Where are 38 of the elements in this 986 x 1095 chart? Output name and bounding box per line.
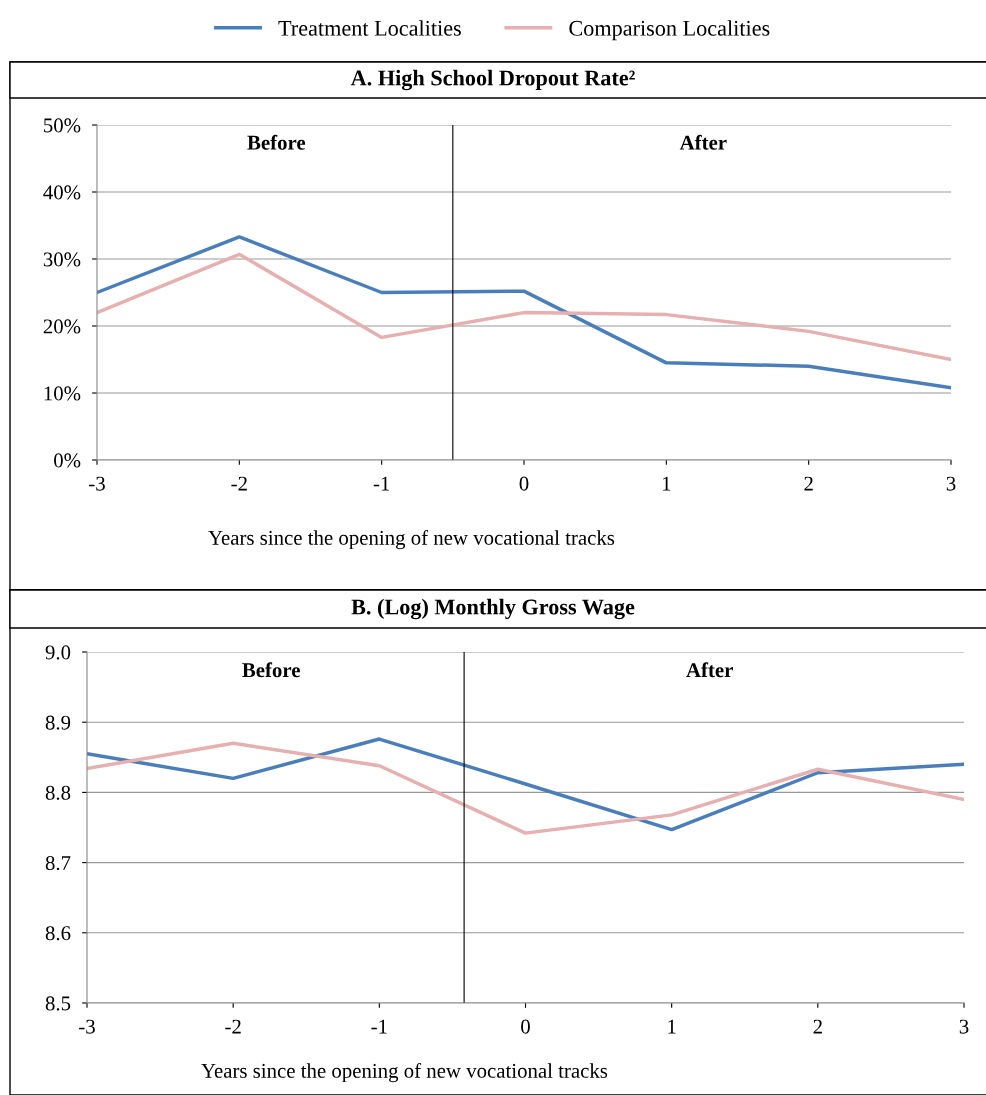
- y-tick-label: 9.0: [45, 645, 71, 660]
- y-tick-label: 0%: [54, 453, 81, 468]
- y-tick-label: 8.8: [45, 785, 71, 800]
- y-tick-label: 8.9: [45, 715, 71, 730]
- x-axis-title: Years since the opening of new vocational tracks: [201, 1063, 608, 1083]
- x-tick-label: -1: [373, 476, 390, 491]
- x-tick-label: 2: [804, 476, 813, 491]
- line-series: [97, 252, 951, 362]
- x-tick-label: -3: [89, 476, 105, 491]
- y-tick-label: 20%: [43, 319, 81, 334]
- x-tick-label: -1: [371, 1019, 387, 1034]
- x-axis-title: Years since the opening of new vocational tracks: [208, 530, 615, 550]
- annotation: Before: [242, 662, 300, 678]
- legend-label: Comparison Localities: [569, 20, 770, 41]
- line-series: [97, 235, 951, 390]
- annotation: Before: [247, 134, 306, 150]
- y-tick-label: 8.5: [45, 996, 71, 1011]
- x-tick-label: 3: [959, 1019, 969, 1034]
- x-tick-label: -2: [231, 476, 247, 491]
- x-tick-label: 2: [813, 1019, 822, 1034]
- y-tick-label: 8.6: [45, 926, 71, 941]
- x-tick-label: -2: [225, 1019, 241, 1034]
- x-tick-label: 0: [519, 476, 529, 491]
- legend-label: Treatment Localities: [278, 20, 461, 36]
- y-tick-label: 10%: [44, 386, 81, 401]
- y-tick-label: 50%: [44, 118, 81, 133]
- y-tick-label: 40%: [43, 185, 81, 200]
- chart-title: A. High School Dropout Rate²: [350, 69, 635, 91]
- x-tick-label: -3: [79, 1019, 95, 1034]
- x-tick-label: 1: [662, 476, 671, 491]
- annotation: After: [686, 662, 733, 678]
- annotation: After: [679, 134, 727, 150]
- y-tick-label: 8.7: [45, 855, 71, 871]
- chart-title: B. (Log) Monthly Gross Wage: [351, 598, 635, 620]
- x-tick-label: 3: [946, 476, 956, 491]
- x-tick-label: 1: [668, 1019, 676, 1034]
- y-tick-label: 30%: [43, 252, 81, 267]
- x-tick-label: 0: [521, 1019, 530, 1034]
